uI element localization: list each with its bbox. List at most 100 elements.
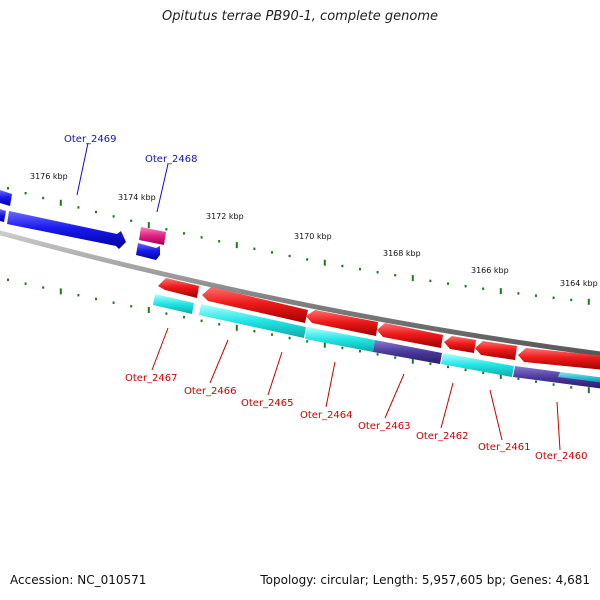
lower-scale-major-tick <box>587 387 590 394</box>
rna-feature-oter-2468[interactable] <box>139 227 166 245</box>
gene-label-oter-2468[interactable]: Oter_2468 <box>145 154 198 165</box>
cds-block-oter-2460-b[interactable] <box>558 372 600 383</box>
cds-block-oter-2466[interactable] <box>199 304 306 338</box>
top-label-leaders <box>76 142 169 213</box>
upper-scale-major-tick <box>59 199 62 206</box>
upper-scale-minor-tick <box>112 215 115 218</box>
cds-block-oter-2464[interactable] <box>305 327 375 352</box>
gene-arrow-forward[interactable] <box>0 209 6 222</box>
leader-line-oter-2467 <box>151 327 169 371</box>
lower-scale-minor-tick <box>482 371 485 375</box>
lower-scale-minor-tick <box>253 330 256 333</box>
forward-strand-genes <box>0 190 166 260</box>
upper-scale-minor-tick <box>130 219 133 222</box>
upper-scale-minor-tick <box>7 187 9 190</box>
leader-line-oter-2468 <box>156 163 169 213</box>
gene-arrow-reverse-oter-2463[interactable] <box>377 323 443 348</box>
upper-scale-minor-tick <box>306 258 309 261</box>
gene-arrow-forward-oter-2468[interactable] <box>136 243 160 260</box>
scale-label-3166: 3166 kbp <box>471 266 509 275</box>
gene-arrow-reverse-oter-2466[interactable] <box>202 287 308 323</box>
gene-arrow-forward[interactable] <box>0 190 12 206</box>
upper-scale-minor-tick <box>482 287 485 290</box>
lower-scale-minor-tick <box>7 278 9 281</box>
leader-line-oter-2462 <box>440 382 454 429</box>
topology-text: Topology: circular; Length: 5,957,605 bp… <box>260 573 590 587</box>
upper-scale-minor-tick <box>165 228 168 231</box>
cds-block-oter-2460[interactable] <box>513 366 600 389</box>
lower-scale-minor-tick <box>464 368 467 372</box>
upper-scale-ticks <box>7 187 590 305</box>
upper-scale-major-tick <box>499 288 502 295</box>
lower-scale-minor-tick <box>394 356 397 359</box>
gene-arrow-reverse-oter-2467[interactable] <box>158 278 199 298</box>
upper-scale-major-tick <box>323 259 326 266</box>
accession-text: Accession: NC_010571 <box>10 573 147 587</box>
lower-scale-minor-tick <box>165 312 168 315</box>
upper-scale-minor-tick <box>77 206 80 209</box>
gene-label-oter-2461[interactable]: Oter_2461 <box>478 442 531 453</box>
upper-scale-minor-tick <box>183 232 185 235</box>
gene-arrow-reverse-oter-2461[interactable] <box>475 341 517 360</box>
upper-scale-minor-tick <box>253 247 256 250</box>
lower-scale-minor-tick <box>77 294 80 297</box>
lower-scale-minor-tick <box>517 377 520 380</box>
leader-line-oter-2460 <box>556 401 561 451</box>
lower-scale-major-tick <box>411 357 414 364</box>
cds-block-oter-2462[interactable] <box>441 353 514 377</box>
upper-scale-minor-tick <box>447 282 449 285</box>
gene-label-oter-2460[interactable]: Oter_2460 <box>535 451 588 462</box>
upper-scale-minor-tick <box>552 296 555 299</box>
scale-label-3168: 3168 kbp <box>383 249 421 258</box>
lower-scale-minor-tick <box>306 340 309 343</box>
scale-label-3170: 3170 kbp <box>294 232 332 241</box>
lower-scale-minor-tick <box>376 353 379 356</box>
leader-line-oter-2464 <box>325 361 336 408</box>
gene-label-oter-2466[interactable]: Oter_2466 <box>184 386 237 397</box>
genome-backbone <box>0 230 600 357</box>
lower-scale-minor-tick <box>447 365 449 369</box>
lower-scale-minor-tick <box>341 346 344 350</box>
bottom-gene-labels: Oter_2467 Oter_2466 Oter_2465 Oter_2464 … <box>125 373 588 462</box>
bottom-label-leaders <box>151 327 561 451</box>
cds-block-oter-2463[interactable] <box>373 340 442 364</box>
lower-scale-minor-tick <box>359 350 361 353</box>
gene-arrow-reverse-oter-2460[interactable] <box>518 348 600 370</box>
upper-scale-minor-tick <box>429 279 432 283</box>
reverse-feature-track <box>153 294 600 389</box>
lower-scale-major-tick <box>235 324 238 331</box>
gene-arrow-reverse-oter-2462[interactable] <box>444 336 476 353</box>
leader-line-oter-2463 <box>384 373 405 419</box>
upper-scale-minor-tick <box>218 240 221 243</box>
lower-scale-minor-tick <box>218 323 221 326</box>
lower-scale-minor-tick <box>271 333 273 336</box>
scale-labels: 3176 kbp 3174 kbp 3172 kbp 3170 kbp 3168… <box>30 172 598 288</box>
upper-scale-minor-tick <box>42 196 45 200</box>
lower-scale-minor-tick <box>42 286 45 289</box>
gene-label-oter-2467[interactable]: Oter_2467 <box>125 373 178 384</box>
gene-label-oter-2469[interactable]: Oter_2469 <box>64 134 117 145</box>
upper-scale-minor-tick <box>570 298 573 302</box>
upper-scale-minor-tick <box>376 271 379 274</box>
upper-scale-minor-tick <box>95 210 97 214</box>
reverse-strand-genes <box>158 278 600 370</box>
upper-scale-major-tick <box>411 275 414 282</box>
upper-scale-major-tick <box>147 222 150 229</box>
gene-label-oter-2464[interactable]: Oter_2464 <box>300 410 353 421</box>
upper-scale-minor-tick <box>24 192 27 195</box>
lower-scale-major-tick <box>499 372 502 379</box>
leader-line-oter-2469 <box>76 142 89 196</box>
gene-arrow-reverse-oter-2464[interactable] <box>306 310 378 336</box>
gene-label-oter-2465[interactable]: Oter_2465 <box>241 398 294 409</box>
upper-scale-minor-tick <box>394 274 397 277</box>
gene-arrow-forward-oter-2469[interactable] <box>7 211 126 249</box>
lower-scale-major-tick <box>59 288 62 295</box>
gene-label-oter-2463[interactable]: Oter_2463 <box>358 421 411 432</box>
lower-scale-minor-tick <box>95 297 97 301</box>
lower-scale-major-tick <box>147 307 150 313</box>
leader-line-oter-2465 <box>267 351 283 396</box>
scale-label-3174: 3174 kbp <box>118 193 156 202</box>
cds-block-oter-2467[interactable] <box>153 294 194 314</box>
gene-label-oter-2462[interactable]: Oter_2462 <box>416 431 469 442</box>
